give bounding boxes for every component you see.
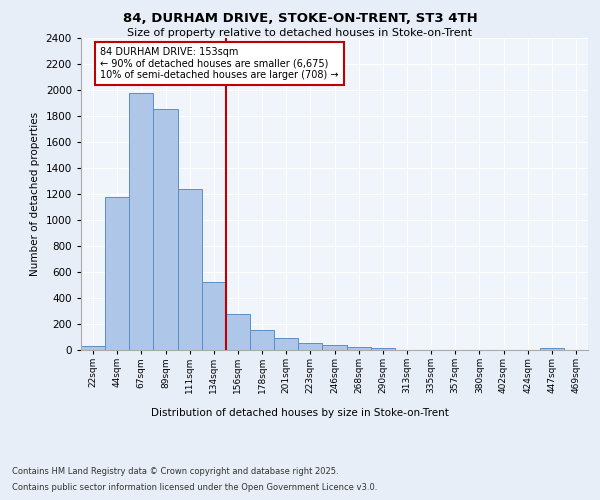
Bar <box>129 93 154 350</box>
Text: Size of property relative to detached houses in Stoke-on-Trent: Size of property relative to detached ho… <box>127 28 473 38</box>
Text: Distribution of detached houses by size in Stoke-on-Trent: Distribution of detached houses by size … <box>151 408 449 418</box>
Bar <box>347 346 371 350</box>
Text: 84, DURHAM DRIVE, STOKE-ON-TRENT, ST3 4TH: 84, DURHAM DRIVE, STOKE-ON-TRENT, ST3 4T… <box>122 12 478 26</box>
Bar <box>250 330 274 350</box>
Y-axis label: Number of detached properties: Number of detached properties <box>30 112 40 276</box>
Bar <box>202 282 226 350</box>
Bar <box>540 348 564 350</box>
Bar <box>274 338 298 350</box>
Bar <box>154 109 178 350</box>
Bar <box>178 188 202 350</box>
Text: Contains public sector information licensed under the Open Government Licence v3: Contains public sector information licen… <box>12 482 377 492</box>
Bar <box>226 314 250 350</box>
Bar <box>322 345 347 350</box>
Bar <box>298 344 322 350</box>
Text: Contains HM Land Registry data © Crown copyright and database right 2025.: Contains HM Land Registry data © Crown c… <box>12 468 338 476</box>
Text: 84 DURHAM DRIVE: 153sqm
← 90% of detached houses are smaller (6,675)
10% of semi: 84 DURHAM DRIVE: 153sqm ← 90% of detache… <box>100 46 339 80</box>
Bar <box>371 348 395 350</box>
Bar <box>105 197 129 350</box>
Bar <box>81 346 105 350</box>
